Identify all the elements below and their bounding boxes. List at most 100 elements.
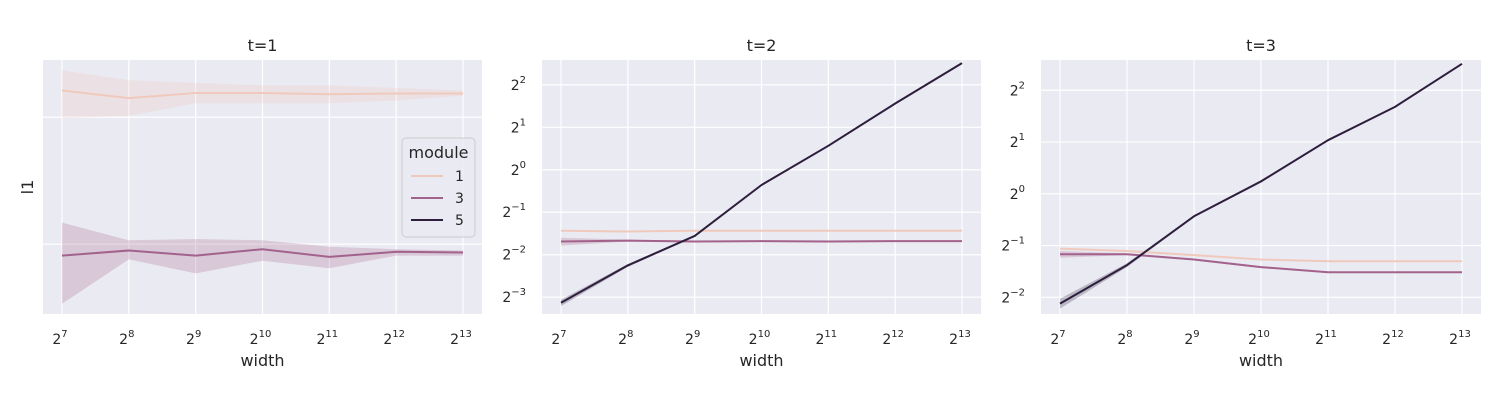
y-tick-label-exponent: 1	[520, 117, 526, 128]
y-tick-label: 2−3	[502, 287, 526, 306]
legend: module 1 3 5	[401, 137, 476, 238]
y-tick-label-exponent: −1	[511, 202, 526, 213]
confidence-band-module-1	[62, 70, 463, 119]
x-tick-label: 27	[1050, 329, 1065, 348]
x-tick-label-base: 2	[685, 332, 694, 348]
x-tick-label-base: 2	[1382, 332, 1391, 348]
x-tick-label: 213	[1449, 329, 1471, 348]
series-line-module-1	[61, 89, 463, 100]
y-tick-label-base: 2	[502, 248, 511, 264]
x-tick-label: 211	[816, 329, 838, 348]
x-tick-label: 27	[52, 329, 67, 348]
x-tick-label: 29	[1184, 329, 1199, 348]
x-axis-label: width	[739, 351, 783, 370]
y-tick-label-base: 2	[1001, 239, 1010, 255]
x-tick-label: 212	[383, 329, 405, 348]
y-tick-label-base: 2	[1010, 83, 1019, 99]
y-tick-label: 20	[511, 160, 526, 179]
x-tick-label-base: 2	[450, 332, 459, 348]
series-line-module-3	[560, 239, 962, 243]
x-tick-label-base: 2	[1184, 332, 1193, 348]
x-tick-label: 28	[119, 329, 134, 348]
x-tick-label: 29	[685, 329, 700, 348]
x-tick-label-exponent: 13	[958, 329, 971, 340]
y-tick-label-base: 2	[1010, 135, 1019, 151]
y-tick-label: 22	[1010, 80, 1025, 99]
x-tick-label-base: 2	[1050, 332, 1059, 348]
x-tick-label-base: 2	[186, 332, 195, 348]
x-tick-label-base: 2	[749, 332, 758, 348]
x-tick-label-base: 2	[551, 332, 560, 348]
x-tick-label: 213	[949, 329, 971, 348]
series-line-module-3	[61, 248, 464, 258]
x-tick-label: 210	[250, 329, 272, 348]
x-tick-label-exponent: 13	[1458, 329, 1471, 340]
y-tick-label-exponent: 0	[520, 160, 526, 171]
y-tick-label: 22	[511, 75, 526, 94]
panel-title: t=3	[1246, 36, 1276, 55]
x-tick-label-exponent: 12	[1391, 329, 1404, 340]
x-tick-label: 212	[882, 329, 904, 348]
y-tick-label-exponent: −2	[511, 245, 526, 256]
x-tick-label: 211	[317, 329, 339, 348]
x-tick-label: 213	[450, 329, 472, 348]
x-tick-label-exponent: 11	[325, 329, 338, 340]
x-tick-label-exponent: 7	[560, 329, 566, 340]
x-tick-label-base: 2	[882, 332, 891, 348]
x-tick-label-base: 2	[1248, 332, 1257, 348]
x-tick-label-exponent: 10	[758, 329, 771, 340]
y-tick-label: 2−1	[502, 202, 526, 221]
legend-title: module	[409, 143, 469, 162]
x-tick-label-base: 2	[52, 332, 61, 348]
confidence-band-module-3	[62, 222, 463, 304]
x-tick-label-exponent: 12	[891, 329, 904, 340]
y-tick-label-exponent: 1	[1019, 132, 1025, 143]
x-tick-label-exponent: 11	[1324, 329, 1337, 340]
x-tick-label: 28	[618, 329, 633, 348]
x-tick-label-base: 2	[1117, 332, 1126, 348]
y-tick-label: 21	[511, 117, 526, 136]
y-tick-label-exponent: 0	[1019, 184, 1025, 195]
series-line-module-5	[1059, 62, 1463, 305]
x-tick-label-exponent: 10	[259, 329, 272, 340]
x-tick-label-exponent: 10	[1257, 329, 1270, 340]
x-tick-label-exponent: 7	[61, 329, 67, 340]
series-line-module-3	[1060, 253, 1462, 274]
x-tick-label-base: 2	[119, 332, 128, 348]
x-axis-label: width	[1239, 351, 1283, 370]
x-tick-label-base: 2	[816, 332, 825, 348]
x-tick-label-base: 2	[949, 332, 958, 348]
x-tick-label-base: 2	[250, 332, 259, 348]
series-line-module-1	[1059, 247, 1462, 263]
x-tick-label: 212	[1382, 329, 1404, 348]
y-tick-label-exponent: −1	[1010, 236, 1025, 247]
x-tick-label-base: 2	[618, 332, 627, 348]
x-tick-label-base: 2	[1449, 332, 1458, 348]
legend-label: 1	[455, 169, 464, 185]
y-tick-label: 21	[1010, 132, 1025, 151]
x-tick-label: 29	[186, 329, 201, 348]
x-tick-label-exponent: 9	[195, 329, 201, 340]
x-tick-label-exponent: 8	[1126, 329, 1132, 340]
x-tick-label-exponent: 13	[459, 329, 472, 340]
x-tick-label: 210	[749, 329, 771, 348]
panel-title: t=1	[248, 36, 278, 55]
y-tick-label: 2−2	[1001, 287, 1025, 306]
y-tick-label-base: 2	[502, 290, 511, 306]
y-tick-label: 2−2	[502, 245, 526, 264]
series-line-module-1	[560, 229, 962, 233]
x-tick-label: 210	[1248, 329, 1270, 348]
legend-frame	[401, 137, 476, 238]
x-tick-label: 28	[1117, 329, 1132, 348]
legend-label: 5	[455, 213, 464, 229]
y-tick-label-base: 2	[511, 78, 520, 94]
y-tick-label-exponent: −3	[511, 287, 526, 298]
y-tick-label-base: 2	[511, 120, 520, 136]
y-tick-label: 20	[1010, 184, 1025, 203]
x-tick-label-exponent: 9	[1193, 329, 1199, 340]
x-tick-label-exponent: 8	[128, 329, 134, 340]
y-tick-label-base: 2	[511, 163, 520, 179]
x-tick-label: 211	[1315, 329, 1337, 348]
